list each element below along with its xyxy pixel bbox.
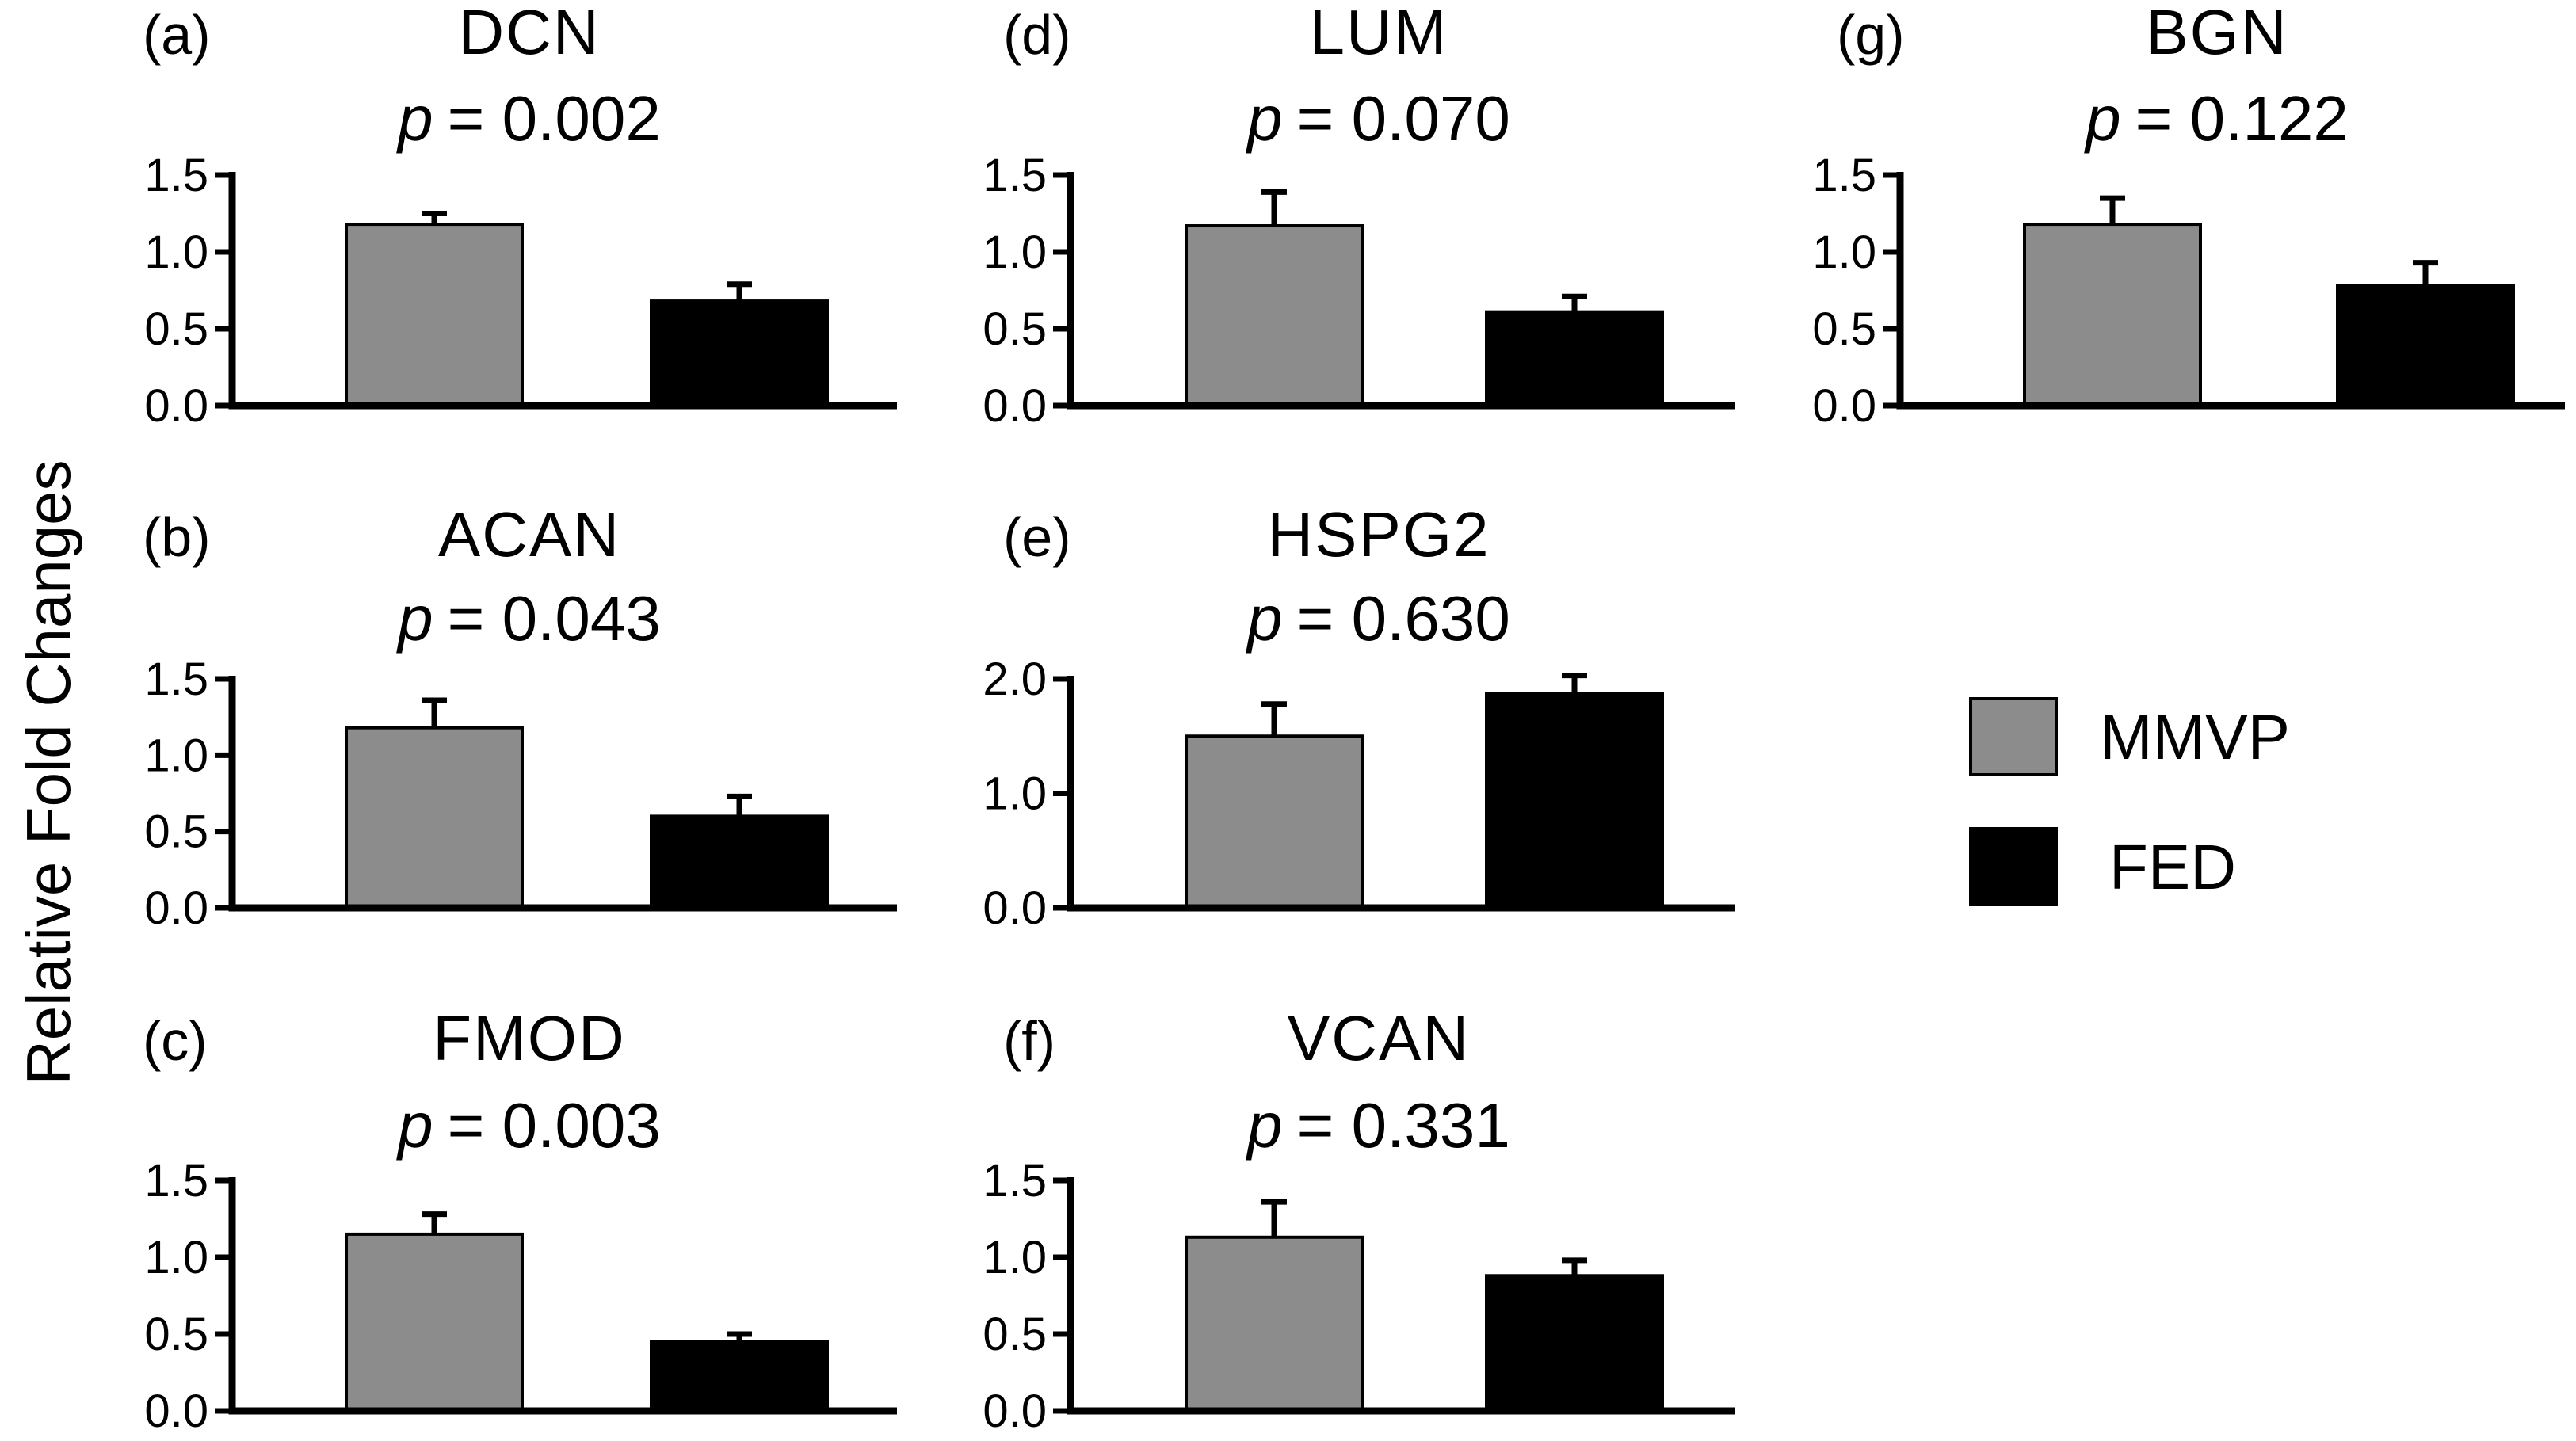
p-value-symbol: p bbox=[396, 583, 433, 654]
panel-title: HSPG2 bbox=[1267, 499, 1490, 570]
y-tick-label: 0.0 bbox=[144, 380, 208, 432]
panel-hspg2: (e) HSPG2 p = 0.630 0.0 1.0 2.0 bbox=[983, 499, 1735, 934]
bar-fed bbox=[1485, 1274, 1664, 1413]
bar-fed bbox=[650, 1340, 829, 1412]
y-tick-label: 1.5 bbox=[983, 1155, 1047, 1207]
panel-bgn: (g) BGN p = 0.122 0.0 0.5 1.0 1.5 bbox=[1812, 0, 2565, 432]
bar-mmvp bbox=[2023, 223, 2202, 407]
legend-label-mmvp: MMVP bbox=[2100, 702, 2290, 772]
bar-mmvp bbox=[345, 726, 524, 909]
y-tick-label: 0.0 bbox=[983, 883, 1047, 934]
bar-fed bbox=[2336, 284, 2515, 407]
panel-letter: (g) bbox=[1837, 4, 1905, 66]
panel-letter: (e) bbox=[1003, 506, 1071, 568]
y-tick-label: 1.0 bbox=[144, 730, 208, 781]
p-value: p = 0.122 bbox=[2084, 83, 2349, 154]
bar-fed bbox=[650, 814, 829, 910]
y-tick-label: 1.5 bbox=[144, 1155, 208, 1207]
bar-mmvp bbox=[345, 1232, 524, 1413]
bar-fed bbox=[650, 299, 829, 407]
y-tick-label: 1.0 bbox=[1812, 227, 1876, 278]
panel-title: LUM bbox=[1310, 0, 1448, 67]
legend-swatch-fed bbox=[1969, 827, 2058, 906]
y-tick-label: 0.5 bbox=[144, 303, 208, 355]
p-value-number: = 0.043 bbox=[448, 583, 661, 654]
p-value-number: = 0.070 bbox=[1297, 83, 1510, 154]
p-value-symbol: p bbox=[2084, 83, 2121, 154]
panel-title: BGN bbox=[2146, 0, 2288, 67]
bar-mmvp bbox=[1185, 224, 1364, 407]
panel-letter: (c) bbox=[143, 1010, 208, 1072]
y-tick-label: 0.5 bbox=[1812, 303, 1876, 355]
panel-title: FMOD bbox=[433, 1003, 626, 1073]
p-value-symbol: p bbox=[1246, 583, 1283, 654]
p-value-symbol: p bbox=[1246, 1090, 1283, 1161]
panel-title: VCAN bbox=[1288, 1003, 1470, 1073]
y-tick-label: 0.5 bbox=[144, 1309, 208, 1360]
y-tick-label: 2.0 bbox=[983, 654, 1047, 705]
bar-mmvp bbox=[1185, 1235, 1364, 1413]
panel-letter: (f) bbox=[1003, 1010, 1055, 1072]
p-value-symbol: p bbox=[1246, 83, 1283, 154]
panel-letter: (a) bbox=[143, 4, 211, 66]
y-tick-label: 1.0 bbox=[983, 1232, 1047, 1283]
legend-label-fed: FED bbox=[2109, 832, 2236, 902]
p-value-number: = 0.122 bbox=[2135, 83, 2349, 154]
bar-mmvp bbox=[1185, 734, 1364, 909]
panel-letter: (b) bbox=[143, 506, 211, 568]
legend: MMVP FED bbox=[1969, 697, 2290, 906]
bar-fed bbox=[1485, 310, 1664, 407]
panel-letter: (d) bbox=[1003, 4, 1071, 66]
y-tick-label: 0.5 bbox=[983, 303, 1047, 355]
p-value: p = 0.043 bbox=[396, 583, 661, 654]
y-tick-label: 0.5 bbox=[144, 806, 208, 858]
y-tick-label: 1.0 bbox=[144, 1232, 208, 1283]
p-value-symbol: p bbox=[396, 83, 433, 154]
p-value: p = 0.003 bbox=[396, 1090, 661, 1161]
p-value: p = 0.002 bbox=[396, 83, 661, 154]
y-tick-label: 0.5 bbox=[983, 1309, 1047, 1360]
p-value-number: = 0.002 bbox=[448, 83, 661, 154]
y-axis-label: Relative Fold Changes bbox=[13, 459, 83, 1085]
panel-title: DCN bbox=[458, 0, 600, 67]
y-tick-label: 1.0 bbox=[144, 227, 208, 278]
y-tick-label: 0.0 bbox=[983, 1386, 1047, 1437]
y-tick-label: 1.5 bbox=[983, 150, 1047, 201]
p-value-number: = 0.331 bbox=[1297, 1090, 1510, 1161]
p-value: p = 0.630 bbox=[1246, 583, 1510, 654]
panel-lum: (d) LUM p = 0.070 0.0 0.5 1.0 1.5 bbox=[983, 0, 1735, 432]
bar-mmvp bbox=[345, 223, 524, 407]
y-tick-label: 1.5 bbox=[144, 654, 208, 705]
y-tick-label: 0.0 bbox=[144, 883, 208, 934]
p-value-number: = 0.630 bbox=[1297, 583, 1510, 654]
y-tick-label: 0.0 bbox=[144, 1386, 208, 1437]
panel-dcn: (a) DCN p = 0.002 0.0 0.5 1.0 1.5 bbox=[143, 0, 897, 432]
p-value: p = 0.070 bbox=[1246, 83, 1510, 154]
y-tick-label: 1.5 bbox=[144, 150, 208, 201]
p-value-number: = 0.003 bbox=[448, 1090, 661, 1161]
panel-title: ACAN bbox=[438, 499, 620, 570]
y-tick-label: 1.0 bbox=[983, 768, 1047, 820]
legend-swatch-mmvp bbox=[1969, 697, 2058, 776]
bar-fed bbox=[1485, 692, 1664, 909]
p-value-symbol: p bbox=[396, 1090, 433, 1161]
y-tick-label: 0.0 bbox=[983, 380, 1047, 432]
y-tick-label: 1.5 bbox=[1812, 150, 1876, 201]
y-tick-label: 0.0 bbox=[1812, 380, 1876, 432]
y-tick-label: 1.0 bbox=[983, 227, 1047, 278]
p-value: p = 0.331 bbox=[1246, 1090, 1510, 1161]
